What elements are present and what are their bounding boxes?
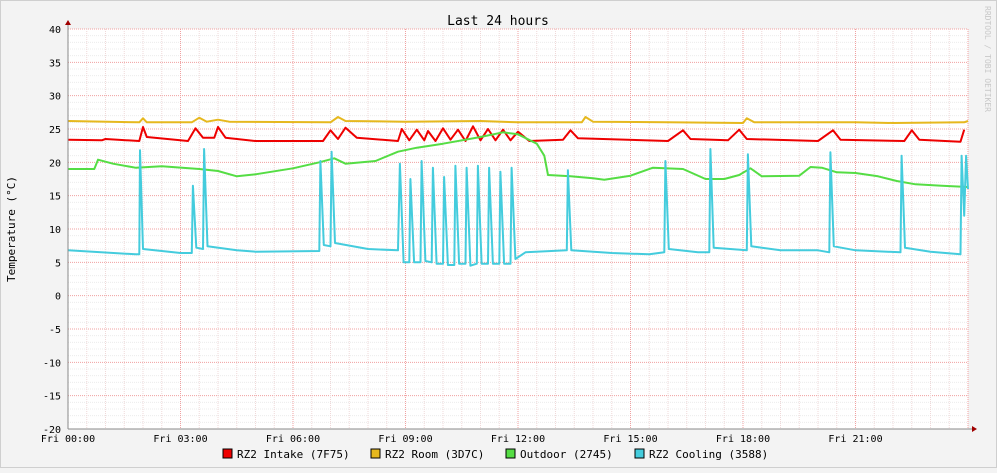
series-layer xyxy=(67,116,969,267)
y-tick-label: -5 xyxy=(49,325,61,336)
y-tick-labels: -20 -15 -10 -5 0 5 10 15 20 25 30 35 40 xyxy=(43,25,61,436)
legend-swatch xyxy=(634,448,645,459)
x-tick-label: Fri 09:00 xyxy=(378,434,432,445)
series-line-1 xyxy=(67,116,969,124)
y-tick-label: 10 xyxy=(49,225,61,236)
y-tick-label: 30 xyxy=(49,92,61,103)
x-axis-arrow xyxy=(972,426,977,432)
legend-swatch xyxy=(505,448,516,459)
legend: RZ2 Intake (7F75) RZ2 Room (3D7C) Outdoor … xyxy=(222,448,768,461)
watermark: RRDTOOL / TOBI OETIKER xyxy=(983,6,992,112)
y-axis-arrow xyxy=(65,20,71,25)
y-tick-label: -20 xyxy=(43,425,61,436)
x-tick-label: Fri 15:00 xyxy=(603,434,657,445)
series-line-3 xyxy=(67,148,969,267)
y-tick-label: -10 xyxy=(43,358,61,369)
x-tick-label: Fri 21:00 xyxy=(828,434,882,445)
x-tick-label: Fri 03:00 xyxy=(153,434,207,445)
y-tick-label: 15 xyxy=(49,192,61,203)
x-tick-label: Fri 18:00 xyxy=(716,434,770,445)
series-line-2 xyxy=(68,131,969,188)
axes xyxy=(65,20,977,432)
legend-swatch xyxy=(222,448,233,459)
y-tick-label: 20 xyxy=(49,158,61,169)
x-tick-label: Fri 06:00 xyxy=(266,434,320,445)
x-tick-label: Fri 12:00 xyxy=(491,434,545,445)
grid xyxy=(67,28,969,430)
chart-title: Last 24 hours xyxy=(447,14,549,29)
x-tick-label: Fri 00:00 xyxy=(41,434,95,445)
legend-label: RZ2 Room (3D7C) xyxy=(385,448,484,461)
series-line-0 xyxy=(67,125,966,143)
y-axis-label: Temperature (°C) xyxy=(5,176,18,282)
y-tick-label: 25 xyxy=(49,125,61,136)
y-tick-label: 40 xyxy=(49,25,61,36)
x-tick-labels: Fri 00:00 Fri 03:00 Fri 06:00 Fri 09:00 Fri … xyxy=(41,434,883,445)
legend-label: RZ2 Cooling (3588) xyxy=(649,448,768,461)
legend-label: Outdoor (2745) xyxy=(520,448,613,461)
y-tick-label: 35 xyxy=(49,58,61,69)
y-tick-label: 5 xyxy=(55,258,61,269)
y-tick-label: -15 xyxy=(43,392,61,403)
legend-swatch xyxy=(370,448,381,459)
y-tick-label: 0 xyxy=(55,292,61,303)
legend-label: RZ2 Intake (7F75) xyxy=(237,448,350,461)
